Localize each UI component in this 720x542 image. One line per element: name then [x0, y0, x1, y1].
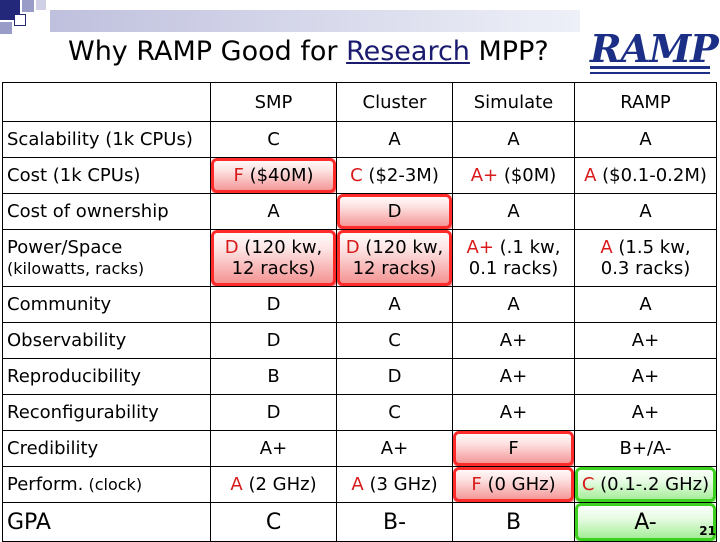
row-label: Reproducibility [2, 358, 211, 395]
grade-cell: D (120 kw, 12 racks) [210, 229, 337, 287]
grade-cell: A+ [452, 322, 575, 359]
row-label: Community [2, 286, 211, 323]
column-header: Simulate [452, 82, 575, 122]
table-row: Credibility A+ A+ F B+/A- [2, 430, 717, 467]
grade-cell: A+ ($0M) [452, 157, 575, 194]
grade-cell: D [210, 394, 337, 431]
header-blank [2, 82, 211, 122]
grade-cell: A [452, 286, 575, 323]
grade-cell: A [574, 286, 717, 323]
grade-cell: A [452, 121, 575, 158]
grade-cell: A+ [574, 322, 717, 359]
comparison-table: SMP Cluster Simulate RAMP Scalability (1k CP… [2, 82, 717, 542]
top-gradient-bar [50, 10, 580, 32]
grade-cell: C ($2-3M) [336, 157, 453, 194]
grade-cell: B [452, 502, 575, 542]
grade-cell: D [210, 322, 337, 359]
grade-cell: C [210, 121, 337, 158]
table-row: Cost (1k CPUs) F ($40M) C ($2-3M) A+ ($0M) A… [2, 157, 717, 194]
row-label: Power/Space (kilowatts, racks) [2, 229, 211, 287]
grade-cell: A [336, 286, 453, 323]
grade-cell: A (2 GHz) [210, 466, 337, 503]
table-row: Observability D C A+ A+ [2, 322, 717, 359]
grade-cell: A+ [336, 430, 453, 467]
grade-cell: B- [336, 502, 453, 542]
grade-cell: A+ [574, 394, 717, 431]
title-research-link[interactable]: Research [346, 36, 470, 67]
row-label: Observability [2, 322, 211, 359]
grade-cell: F (0 GHz) [452, 466, 575, 503]
table-row: GPA C B- B A- [2, 502, 717, 542]
column-header: RAMP [574, 82, 717, 122]
grade-cell: D (120 kw, 12 racks) [336, 229, 453, 287]
row-label: Cost (1k CPUs) [2, 157, 211, 194]
grade-cell: D [336, 193, 453, 230]
grade-cell: A [452, 193, 575, 230]
table-row: Scalability (1k CPUs) C A A A [2, 121, 717, 158]
ramp-logo: RAMP [590, 26, 719, 71]
grade-cell: D [336, 358, 453, 395]
table-row: Perform. (clock) A (2 GHz) A (3 GHz) F (0 G… [2, 466, 717, 503]
slide-title: Why RAMP Good for Research MPP? [68, 36, 549, 67]
row-label: Perform. (clock) [2, 466, 211, 503]
page-number: 21 [699, 524, 716, 538]
title-text: Why RAMP Good for [68, 36, 347, 67]
grade-cell: C [336, 322, 453, 359]
table-row: Reproducibility B D A+ A+ [2, 358, 717, 395]
grade-cell: A ($0.1-0.2M) [574, 157, 717, 194]
row-label: Credibility [2, 430, 211, 467]
grade-cell: B [210, 358, 337, 395]
row-label: Cost of ownership [2, 193, 211, 230]
grade-cell: A [574, 121, 717, 158]
grade-cell: A [210, 193, 337, 230]
row-label: Scalability (1k CPUs) [2, 121, 211, 158]
grade-cell: A- [574, 502, 717, 542]
grade-cell: A+ [452, 358, 575, 395]
grade-cell: A (1.5 kw, 0.3 racks) [574, 229, 717, 287]
grade-cell: B+/A- [574, 430, 717, 467]
grade-cell: A+ [452, 394, 575, 431]
column-header: SMP [210, 82, 337, 122]
grade-cell: C [336, 394, 453, 431]
table-row: Power/Space (kilowatts, racks) D (120 kw, 1… [2, 229, 717, 287]
grade-cell: A [336, 121, 453, 158]
grade-cell: C [210, 502, 337, 542]
grade-cell: F [452, 430, 575, 467]
table-row: Cost of ownership A D A A [2, 193, 717, 230]
logo-underline [590, 66, 710, 69]
row-label: Reconfigurability [2, 394, 211, 431]
grade-cell: A+ (.1 kw, 0.1 racks) [452, 229, 575, 287]
table-row: Reconfigurability D C A+ A+ [2, 394, 717, 431]
logo-underline [590, 72, 710, 74]
table-row: Community D A A A [2, 286, 717, 323]
column-header: Cluster [336, 82, 453, 122]
grade-cell: D [210, 286, 337, 323]
row-label: GPA [2, 502, 211, 542]
grade-cell: C (0.1-.2 GHz) [574, 466, 717, 503]
grade-cell: F ($40M) [210, 157, 337, 194]
grade-cell: A+ [210, 430, 337, 467]
title-suffix: MPP? [469, 36, 549, 67]
grade-cell: A+ [574, 358, 717, 395]
grade-cell: A (3 GHz) [336, 466, 453, 503]
grade-cell: A [574, 193, 717, 230]
